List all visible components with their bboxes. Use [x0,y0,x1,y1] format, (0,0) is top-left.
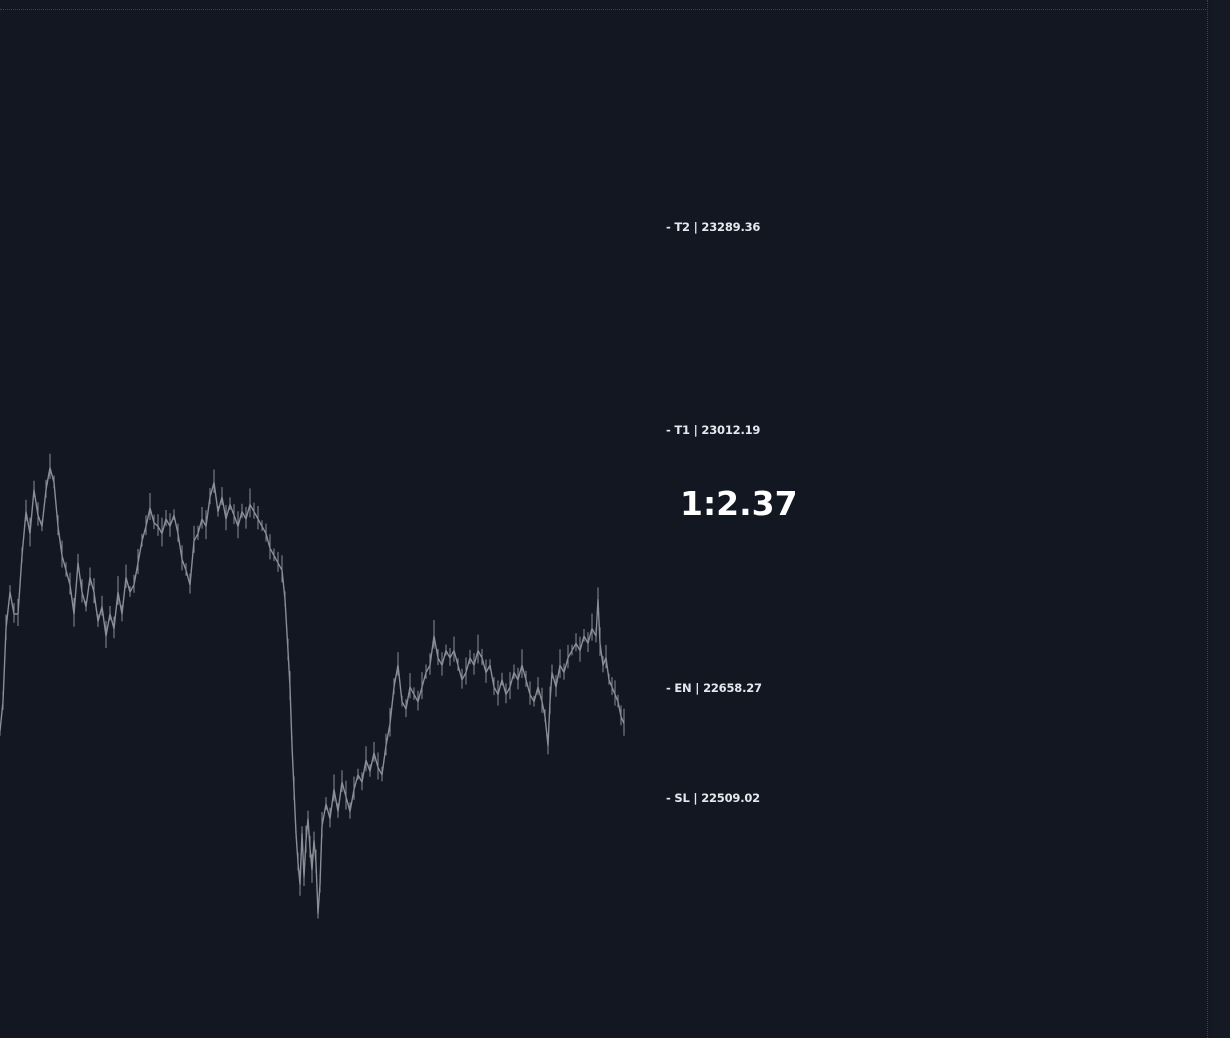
price-spikes [0,453,625,919]
target-2-label: - T2 | 23289.36 [666,220,761,235]
stop-loss-label: - SL | 22509.02 [666,790,760,805]
pane-right-border [1207,0,1208,1038]
pane-top-border [0,9,1206,10]
price-scale-strip[interactable] [1212,0,1230,1038]
risk-reward-ratio: 1:2.37 [680,484,798,523]
price-line [0,467,625,915]
target-1-label: - T1 | 23012.19 [666,422,761,437]
entry-label: - EN | 22658.27 [666,681,762,696]
